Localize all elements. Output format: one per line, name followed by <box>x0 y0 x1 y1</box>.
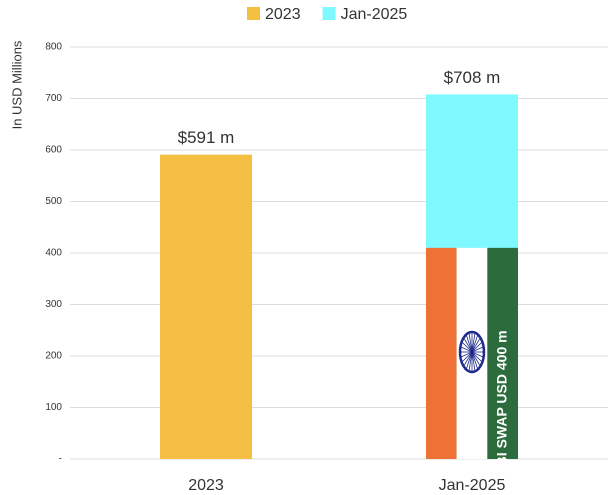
y-axis-label: In USD Millions <box>9 40 24 129</box>
chakra-spoke <box>471 351 481 366</box>
x-tick-label: 2023 <box>188 477 224 494</box>
chakra-spoke <box>471 351 482 362</box>
y-tick-label: 100 <box>45 402 62 413</box>
chakra-spoke <box>471 346 483 353</box>
chakra-spoke <box>471 351 483 358</box>
bar <box>160 154 252 459</box>
chakra-spoke <box>463 351 473 366</box>
chakra-spoke <box>471 342 482 353</box>
y-tick-label: 600 <box>45 145 62 156</box>
chakra-spoke <box>471 335 478 353</box>
chakra-spoke <box>461 351 473 358</box>
chakra-spoke <box>468 333 473 353</box>
chakra-spoke <box>471 351 476 371</box>
data-label: $591 m <box>178 128 235 147</box>
chakra-spoke <box>471 338 481 353</box>
chakra-spoke <box>461 346 473 353</box>
chakra <box>458 330 486 374</box>
x-tick-label: Jan-2025 <box>439 477 506 494</box>
y-tick-label: 400 <box>45 248 62 259</box>
chakra-spoke <box>471 351 478 369</box>
y-tick-label: 500 <box>45 196 62 207</box>
y-tick-label: 300 <box>45 299 62 310</box>
legend-label: 2023 <box>265 6 301 23</box>
legend-swatch <box>322 7 336 20</box>
y-tick-label: 800 <box>45 42 62 53</box>
chakra-spoke <box>471 333 476 353</box>
data-label: $708 m <box>444 68 501 87</box>
legend-swatch <box>247 7 260 20</box>
chakra-spoke <box>468 351 473 371</box>
flag-stripe <box>426 247 457 459</box>
chakra-spoke <box>466 335 473 353</box>
chakra-spoke <box>462 351 473 362</box>
chakra-spoke <box>463 338 473 353</box>
chakra-spoke <box>466 351 473 369</box>
chakra-spoke <box>462 342 473 353</box>
legend-label: Jan-2025 <box>341 6 408 23</box>
y-tick-label: 200 <box>45 351 62 362</box>
overlay-label: RBI SWAP USD 400 m <box>493 330 509 476</box>
flag-stripe <box>487 247 518 459</box>
y-tick-label: - <box>59 454 62 465</box>
y-tick-label: 700 <box>45 93 62 104</box>
